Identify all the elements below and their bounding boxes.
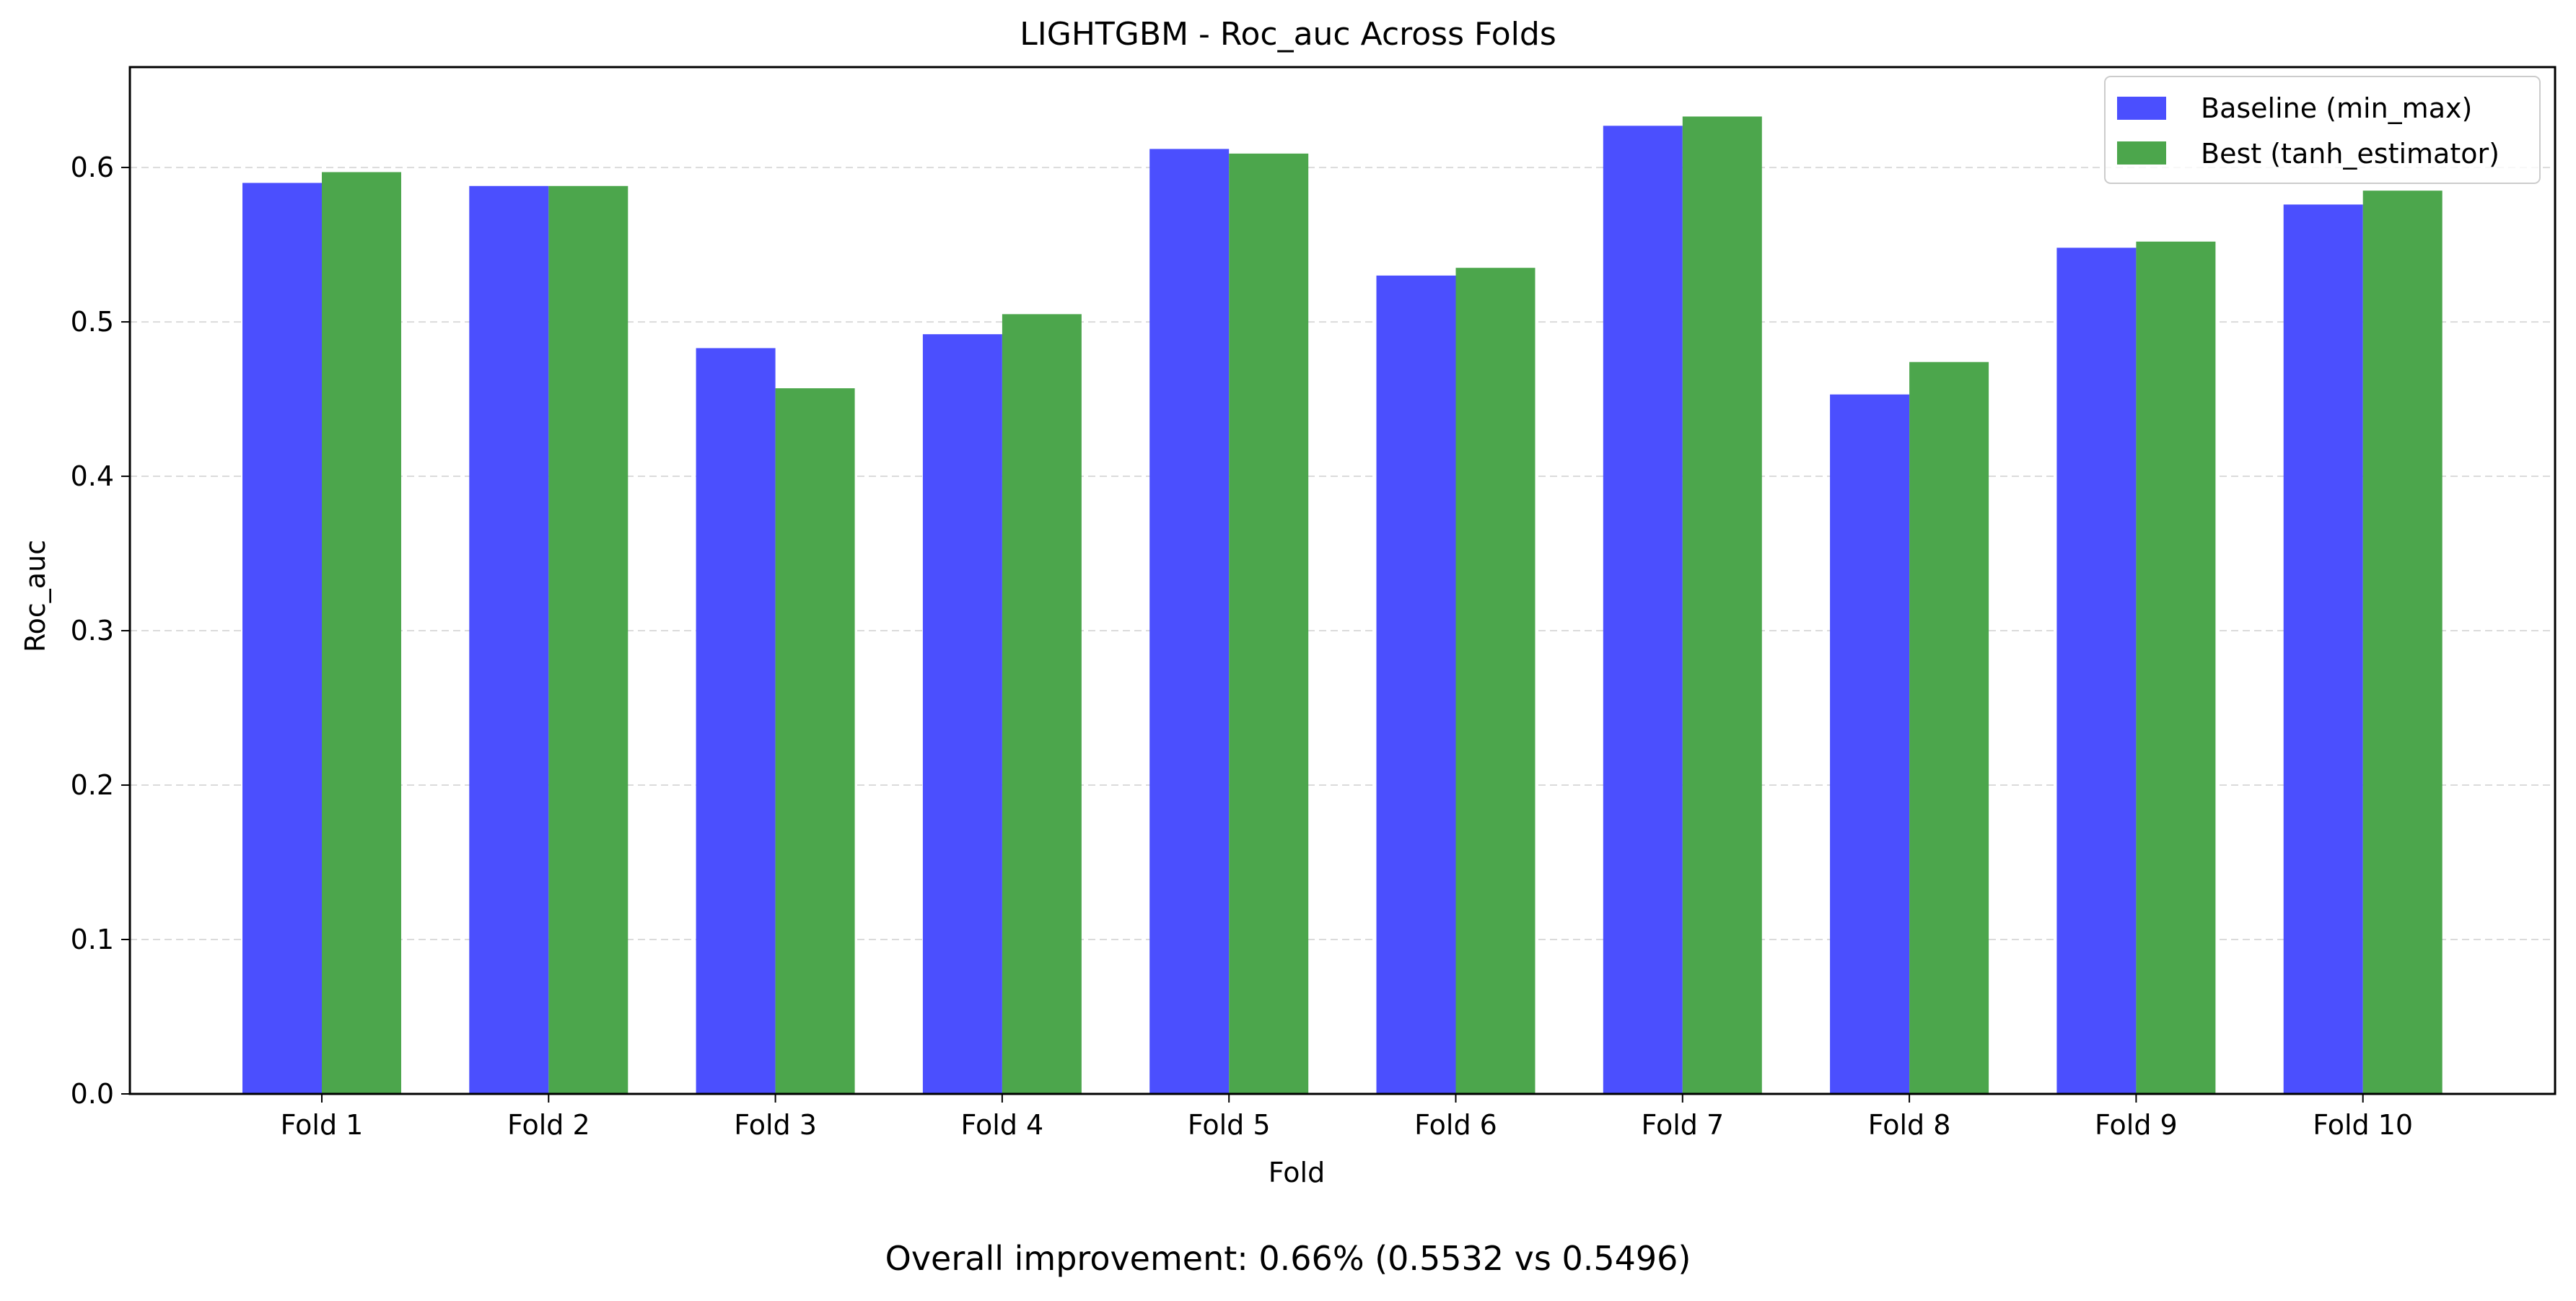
bar-best (2136, 241, 2216, 1095)
bar-baseline (1603, 126, 1683, 1094)
chart-title: LIGHTGBM - Roc_auc Across Folds (1020, 16, 1556, 53)
x-tick-label: Fold 5 (1188, 1109, 1271, 1141)
x-tick-label: Fold 3 (734, 1109, 817, 1141)
bar-best (2362, 190, 2443, 1094)
legend-box (2104, 76, 2541, 184)
legend-swatch-best (2117, 141, 2166, 165)
bar-best (1229, 153, 1309, 1095)
bar-baseline (922, 334, 1002, 1094)
x-tick-label: Fold 6 (1414, 1109, 1497, 1141)
x-axis-label: Fold (1269, 1157, 1325, 1188)
bar-best (775, 388, 855, 1094)
y-tick-label: 0.6 (71, 152, 114, 183)
legend: Baseline (min_max) Best (tanh_estimator) (2104, 76, 2541, 184)
bar-baseline (242, 183, 322, 1094)
bar-best (322, 172, 401, 1095)
bar-best (1002, 314, 1082, 1094)
y-tick-label: 0.0 (71, 1078, 114, 1110)
bar-best (1682, 116, 1762, 1094)
y-axis-label: Roc_auc (19, 540, 51, 652)
x-tick-label: Fold 9 (2095, 1109, 2178, 1141)
bar-baseline (1376, 275, 1456, 1095)
bar-baseline (1830, 394, 1910, 1094)
y-tick-label: 0.4 (71, 460, 114, 492)
plot-frame (128, 66, 2557, 1095)
x-tick-label: Fold 7 (1641, 1109, 1724, 1141)
y-tick-label: 0.3 (71, 615, 114, 647)
legend-label-baseline: Baseline (min_max) (2201, 92, 2472, 124)
bar-baseline (696, 348, 776, 1094)
bar-best (1455, 268, 1535, 1095)
overall-improvement-note: Overall improvement: 0.66% (0.5532 vs 0.… (885, 1239, 1691, 1278)
legend-swatch-baseline (2117, 97, 2166, 120)
bar-best (548, 185, 628, 1094)
bar-baseline (2283, 204, 2363, 1094)
bars (242, 116, 2443, 1095)
y-tick-label: 0.5 (71, 306, 114, 338)
bar-baseline (2056, 248, 2137, 1094)
x-tick-label: Fold 1 (281, 1109, 364, 1141)
bar-baseline (1149, 149, 1230, 1095)
x-tick-label: Fold 10 (2313, 1109, 2413, 1141)
y-axis: 0.0 0.1 0.2 0.3 0.4 0.5 0.6 (71, 152, 130, 1110)
x-axis: Fold 1 Fold 2 Fold 3 Fold 4 Fold 5 Fold 6 Fold… (281, 1094, 2413, 1141)
bar-best (1909, 362, 1989, 1094)
x-tick-label: Fold 8 (1868, 1109, 1951, 1141)
x-tick-label: Fold 4 (961, 1109, 1044, 1141)
y-tick-label: 0.1 (71, 924, 114, 955)
legend-label-best: Best (tanh_estimator) (2201, 138, 2500, 170)
bar-baseline (469, 185, 549, 1094)
x-tick-label: Fold 2 (507, 1109, 590, 1141)
y-tick-label: 0.2 (71, 769, 114, 801)
